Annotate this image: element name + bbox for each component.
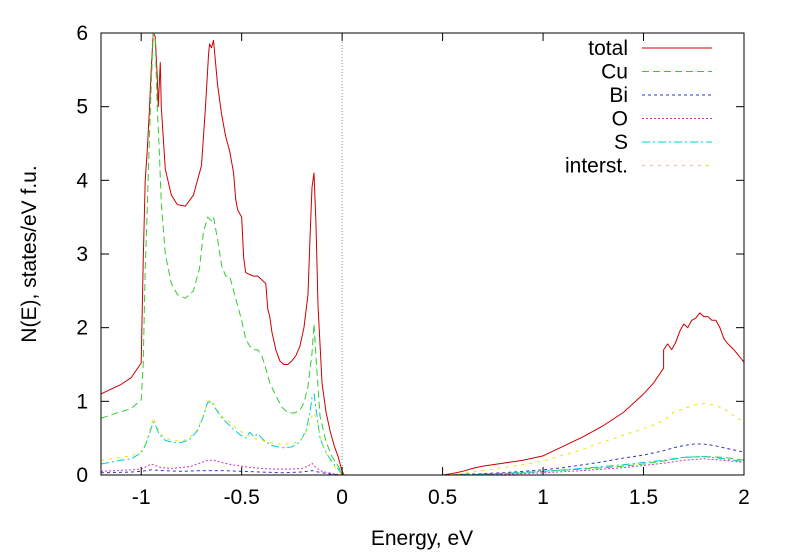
- y-axis-label: N(E), states/eV f.u.: [18, 165, 41, 342]
- y-tick-label: 5: [76, 96, 88, 119]
- legend-label: Bi: [609, 84, 628, 107]
- series-line-interst: [101, 399, 744, 475]
- x-tick-label: 1: [537, 486, 549, 509]
- series-line-o: [101, 458, 744, 475]
- legend-label: Cu: [601, 61, 628, 84]
- y-tick-label: 3: [76, 243, 88, 266]
- y-tick-label: 0: [76, 464, 88, 487]
- series-line-s: [101, 393, 744, 475]
- y-tick-label: 1: [76, 390, 88, 413]
- y-tick-label: 2: [76, 317, 88, 340]
- x-axis-label: Energy, eV: [371, 527, 473, 550]
- legend-label: O: [612, 108, 628, 131]
- series-line-cu: [101, 33, 744, 475]
- x-tick-label: 0.5: [428, 486, 457, 509]
- x-tick-label: 1.5: [629, 486, 658, 509]
- axis-ticks: -1 -0.5 0 0.5 1 1.5 2 0 1 2 3 4 5 6: [76, 22, 750, 509]
- x-tick-label: 0: [336, 486, 348, 509]
- series-line-total: [101, 33, 744, 475]
- legend-label: S: [614, 131, 628, 154]
- legend-label: interst.: [565, 155, 628, 178]
- series-lines: [101, 33, 744, 475]
- series-line-bi: [101, 443, 744, 475]
- y-tick-label: 4: [76, 169, 88, 192]
- x-tick-label: -0.5: [224, 486, 260, 509]
- x-tick-label: -1: [132, 486, 151, 509]
- legend-label: total: [588, 37, 628, 60]
- x-tick-label: 2: [738, 486, 750, 509]
- y-tick-label: 6: [76, 22, 88, 45]
- plot-frame: [100, 32, 745, 476]
